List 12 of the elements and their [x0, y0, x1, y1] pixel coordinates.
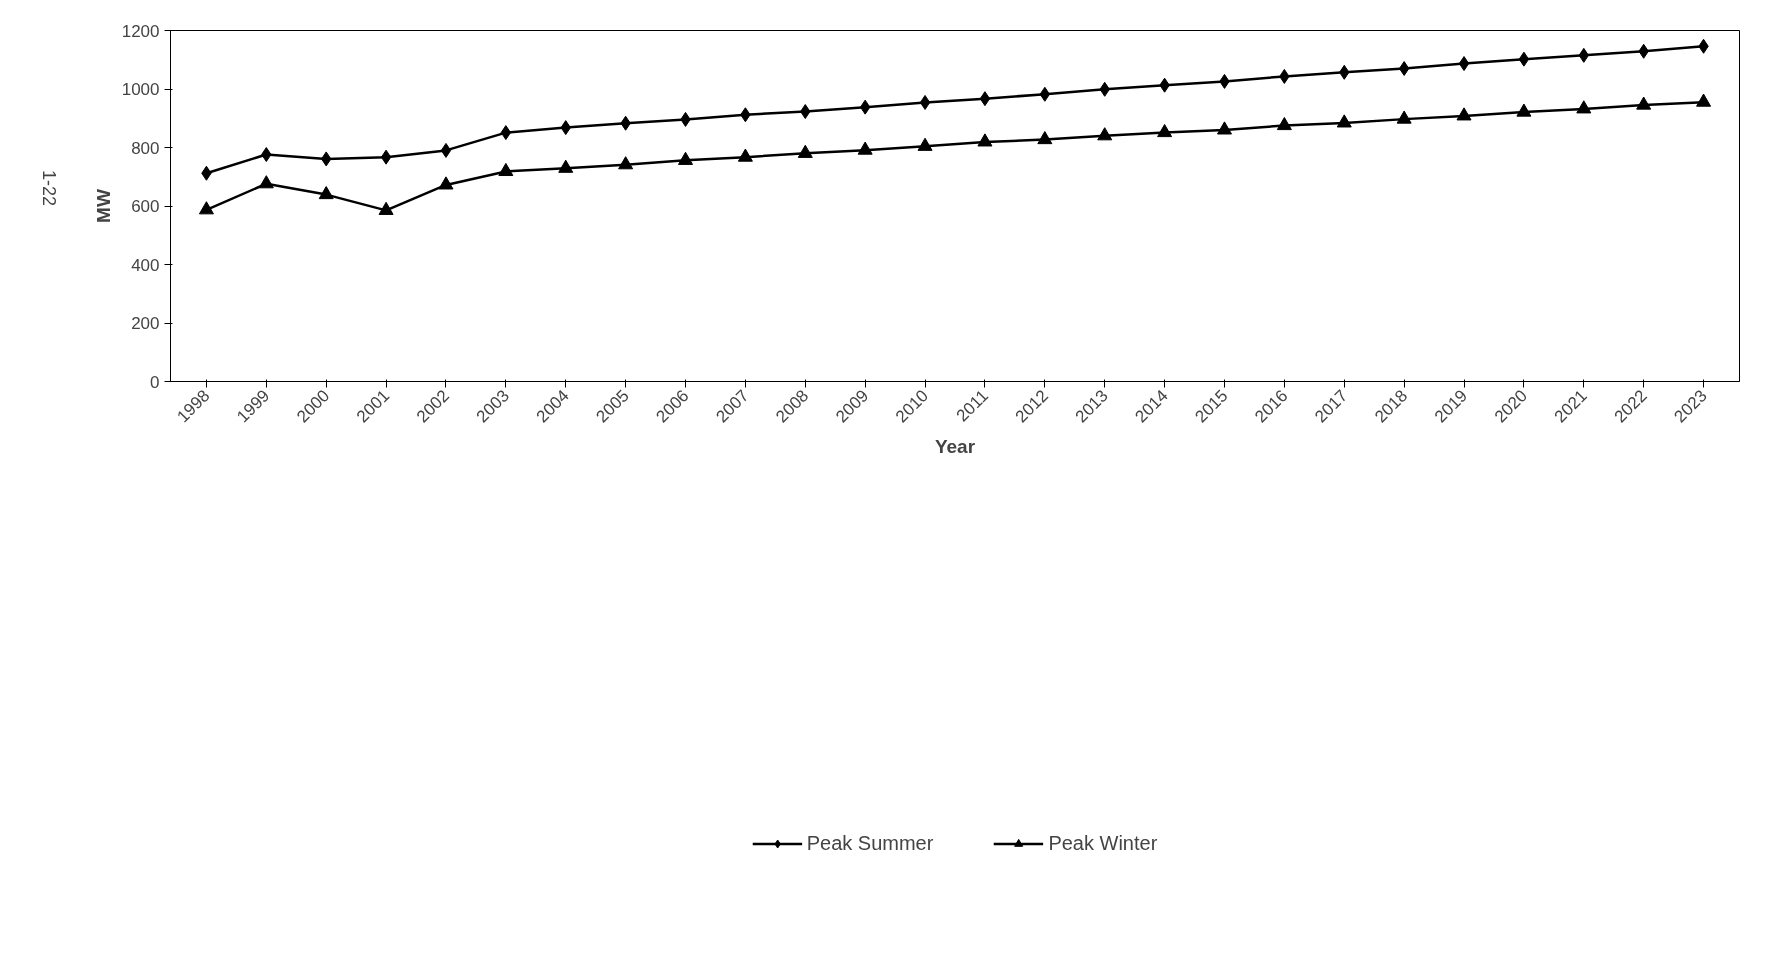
y-tick-label: 1200	[121, 21, 160, 41]
y-tick-label: 0	[150, 372, 160, 392]
y-tick-label: 400	[131, 255, 160, 275]
y-tick-label: 200	[131, 314, 160, 333]
x-axis-title: Year	[934, 435, 976, 457]
y-tick-label: 800	[131, 138, 160, 158]
y-tick-label: 1000	[121, 80, 160, 99]
legend-label: Peak Summer	[806, 831, 934, 855]
legend-label: Peak Winter	[1048, 831, 1158, 855]
y-axis-title: MW	[92, 189, 114, 223]
y-tick-label: 600	[131, 197, 160, 216]
text: 1-22	[39, 169, 59, 206]
